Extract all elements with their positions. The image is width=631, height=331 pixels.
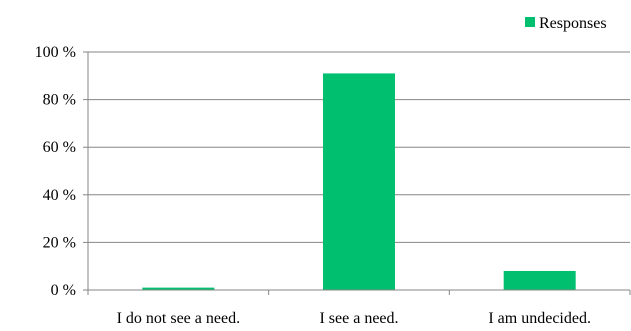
y-tick-label: 0 % [51, 282, 76, 299]
bar [323, 73, 395, 290]
y-tick-label: 60 % [43, 139, 76, 156]
bar [503, 270, 576, 290]
x-category-label: I do not see a need. [117, 310, 241, 327]
x-category-label: I am undecided. [488, 310, 591, 327]
y-tick-label: 20 % [43, 234, 76, 251]
legend-label-responses: Responses [539, 15, 607, 32]
y-tick-label: 80 % [43, 92, 76, 109]
x-category-label: I see a need. [319, 310, 398, 327]
y-tick-label: 40 % [43, 187, 76, 204]
axes: 0 % 20 % 40 % 60 % 80 % 100 % I do not see a n… [35, 44, 631, 327]
y-tick-label: 100 % [35, 44, 76, 61]
bar [142, 287, 215, 290]
legend-swatch-responses [525, 17, 535, 27]
legend: Responses [525, 15, 607, 32]
bars [142, 73, 576, 290]
